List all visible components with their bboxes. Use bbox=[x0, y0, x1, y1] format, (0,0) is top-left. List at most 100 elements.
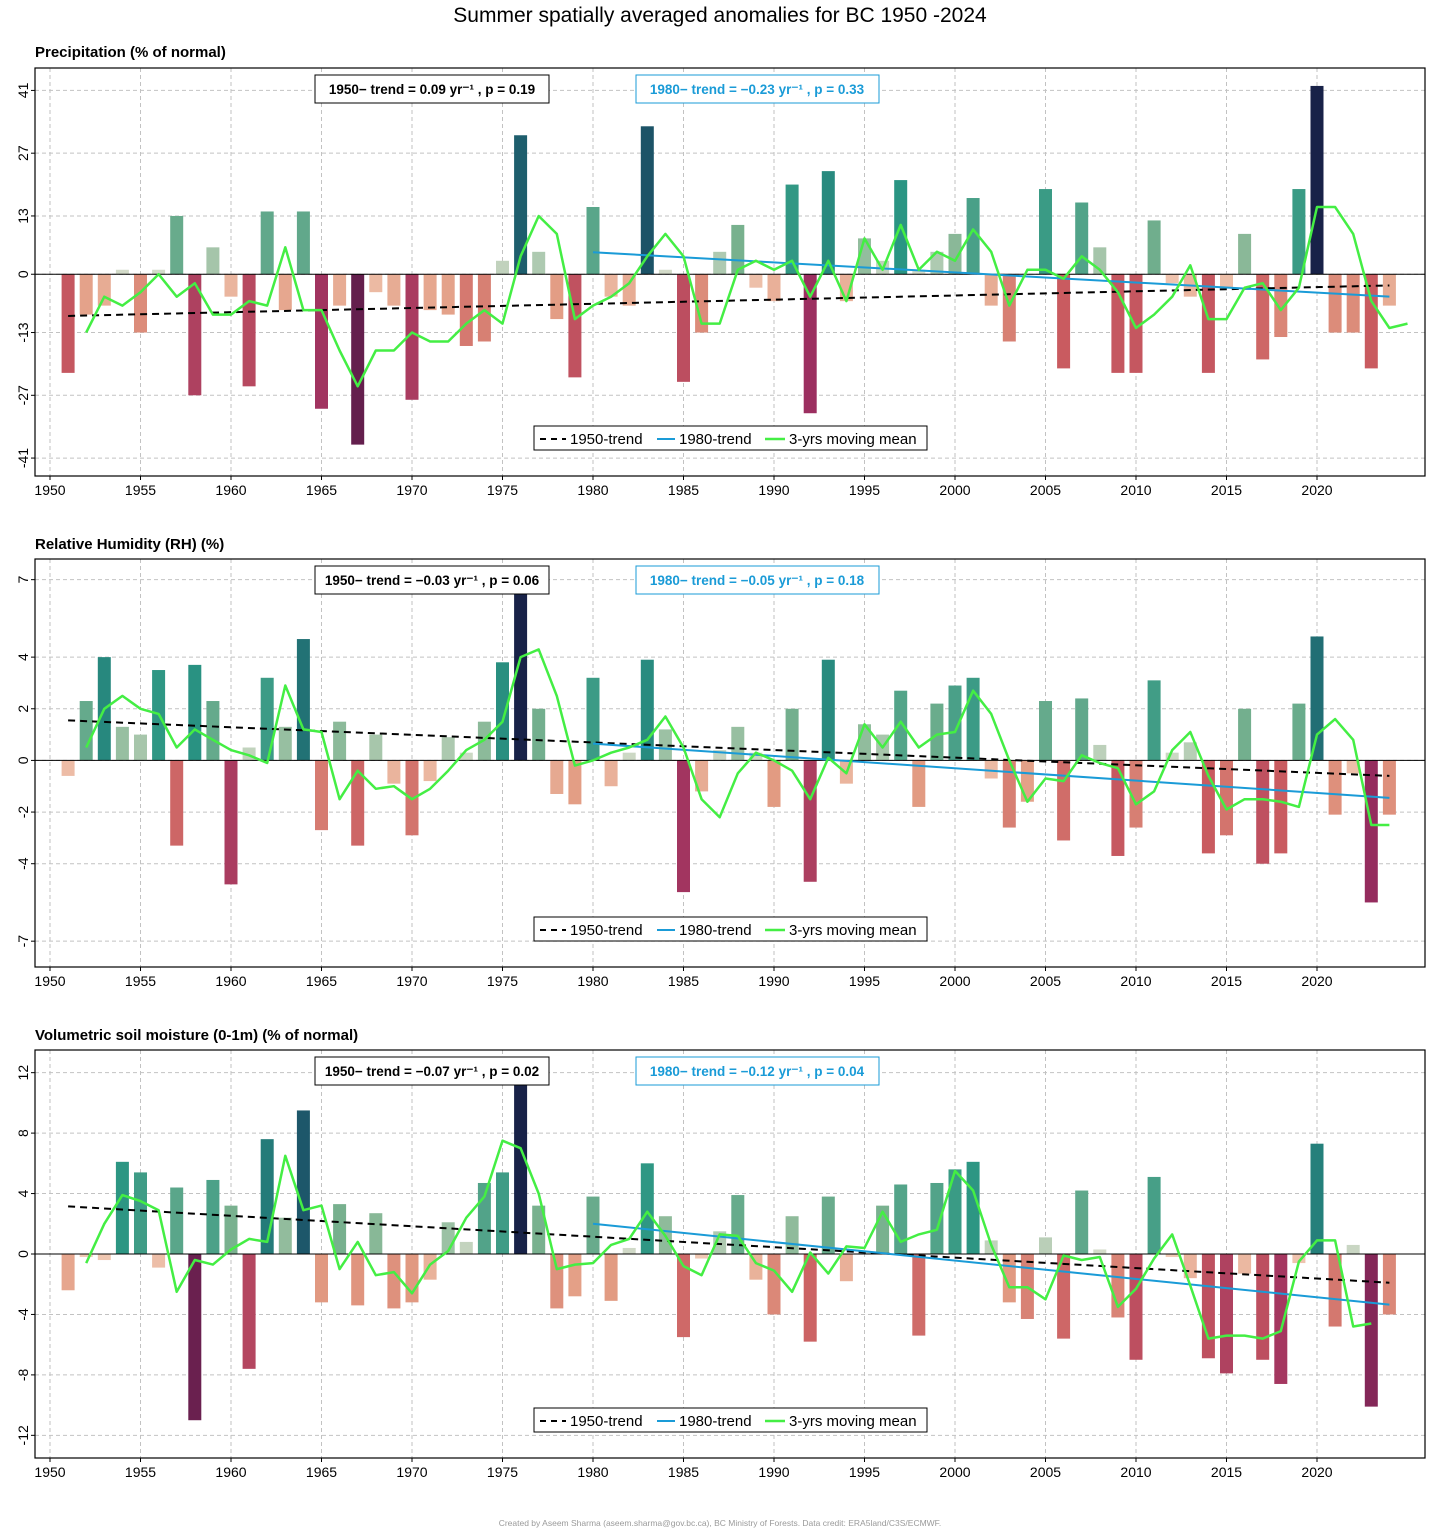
bar bbox=[224, 274, 238, 297]
bar bbox=[1310, 85, 1324, 275]
bar bbox=[1238, 708, 1252, 761]
bar bbox=[423, 760, 437, 782]
x-tick-label: 1975 bbox=[487, 973, 518, 989]
bar bbox=[767, 760, 781, 807]
bar bbox=[532, 251, 546, 275]
x-tick-label: 1960 bbox=[215, 1464, 246, 1480]
bar bbox=[803, 760, 817, 882]
bar bbox=[677, 274, 690, 382]
bar bbox=[1310, 1143, 1324, 1254]
trend-1980-line bbox=[592, 1222, 1390, 1306]
bar bbox=[278, 726, 292, 761]
bar bbox=[1057, 760, 1071, 841]
bar bbox=[695, 274, 709, 333]
trend-1980-box bbox=[635, 565, 880, 595]
bar bbox=[61, 760, 75, 776]
bar bbox=[586, 1196, 600, 1254]
bar bbox=[1292, 1254, 1306, 1264]
legend-label-1950: 1950-trend bbox=[570, 431, 643, 448]
x-tick-label: 1950 bbox=[34, 973, 65, 989]
trend-1950-line bbox=[68, 719, 1390, 777]
bar bbox=[568, 760, 582, 805]
x-tick-label: 1950 bbox=[34, 482, 65, 498]
bar bbox=[206, 1179, 220, 1254]
bar bbox=[1256, 274, 1270, 360]
bar bbox=[713, 750, 727, 761]
moving-mean-line bbox=[85, 205, 1408, 388]
x-tick-label: 1985 bbox=[668, 482, 699, 498]
legend-label-1980: 1980-trend bbox=[679, 922, 752, 939]
legend-label-moving-mean: 3-yrs moving mean bbox=[789, 1413, 917, 1430]
y-tick-label: 4 bbox=[15, 1189, 31, 1197]
y-tick-label: -2 bbox=[15, 806, 31, 819]
x-tick-label: 1975 bbox=[487, 1464, 518, 1480]
y-tick-label: 27 bbox=[15, 145, 31, 161]
x-tick-label: 1995 bbox=[849, 482, 880, 498]
x-tick-label: 1970 bbox=[396, 1464, 427, 1480]
bar bbox=[803, 1254, 817, 1342]
bar bbox=[767, 274, 781, 302]
panel-title-rh: Relative Humidity (RH) (%) bbox=[35, 536, 225, 553]
x-tick-label: 2010 bbox=[1120, 973, 1151, 989]
bar bbox=[134, 1172, 147, 1254]
bar bbox=[550, 1254, 564, 1309]
bar bbox=[315, 760, 328, 831]
bar bbox=[1039, 701, 1052, 761]
bar bbox=[260, 677, 274, 761]
bar bbox=[1220, 760, 1233, 836]
bar bbox=[459, 1241, 473, 1254]
legend-box bbox=[533, 1407, 928, 1433]
bar bbox=[785, 184, 799, 275]
bar bbox=[1111, 760, 1125, 856]
x-tick-label: 1960 bbox=[215, 973, 246, 989]
bar bbox=[803, 274, 817, 414]
trend-1980-line bbox=[592, 251, 1390, 298]
bar bbox=[170, 1187, 184, 1254]
bar bbox=[79, 1254, 93, 1258]
bar bbox=[224, 760, 238, 885]
bar bbox=[1165, 1254, 1179, 1258]
y-tick-label: 0 bbox=[15, 270, 31, 278]
main-title: Summer spatially averaged anomalies for … bbox=[453, 4, 987, 27]
bar bbox=[550, 274, 564, 320]
trend-1950-box bbox=[314, 74, 550, 104]
bar bbox=[1274, 760, 1288, 854]
bar bbox=[1165, 752, 1179, 761]
bar bbox=[1238, 233, 1252, 275]
x-tick-label: 1985 bbox=[668, 973, 699, 989]
trend-1980-label: 1980− trend = −0.05 yr⁻¹ , p = 0.18 bbox=[650, 573, 865, 588]
x-tick-label: 2000 bbox=[939, 1464, 970, 1480]
bar bbox=[242, 1254, 256, 1369]
x-tick-label: 1970 bbox=[396, 973, 427, 989]
legend-label-1950: 1950-trend bbox=[570, 922, 643, 939]
bar bbox=[640, 1163, 654, 1254]
bar bbox=[1147, 220, 1161, 275]
bar bbox=[550, 760, 564, 794]
bar bbox=[1075, 202, 1089, 275]
bar bbox=[459, 752, 473, 761]
panel-title-precipitation: Precipitation (% of normal) bbox=[35, 44, 226, 61]
bar bbox=[1093, 744, 1107, 761]
x-tick-label: 2005 bbox=[1030, 973, 1061, 989]
bar bbox=[1183, 1254, 1197, 1279]
trend-1950-line bbox=[68, 1205, 1390, 1284]
trend-1980-box bbox=[635, 1056, 880, 1086]
bar bbox=[387, 760, 401, 784]
bar bbox=[1039, 189, 1052, 275]
bar bbox=[1201, 274, 1215, 373]
bar bbox=[405, 274, 419, 400]
bar bbox=[333, 1204, 347, 1254]
trend-1980-label: 1980− trend = −0.12 yr⁻¹ , p = 0.04 bbox=[650, 1064, 865, 1079]
bar bbox=[387, 1254, 401, 1309]
bar bbox=[1256, 1254, 1270, 1360]
bar bbox=[1292, 189, 1306, 275]
x-tick-label: 1965 bbox=[306, 482, 337, 498]
y-tick-label: 4 bbox=[15, 653, 31, 661]
bar bbox=[966, 198, 980, 275]
bar bbox=[1075, 1190, 1089, 1254]
bar bbox=[477, 274, 491, 342]
bar bbox=[1346, 1244, 1360, 1254]
trend-1950-label: 1950− trend = −0.03 yr⁻¹ , p = 0.06 bbox=[325, 573, 540, 588]
bar bbox=[134, 274, 147, 333]
bar bbox=[1328, 274, 1342, 333]
